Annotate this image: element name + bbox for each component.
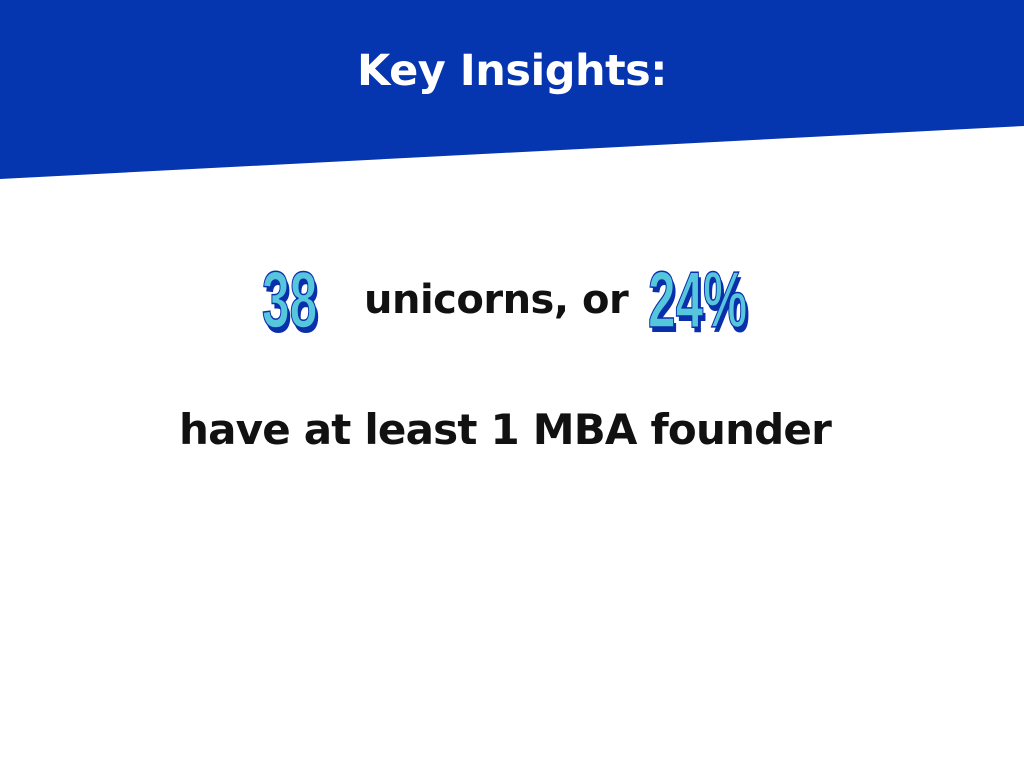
stat-connector-text: unicorns, or [364, 277, 629, 323]
stat-percent-wrapper: 24% 24% [648, 254, 798, 349]
stat-percent-shadow: 24% [650, 260, 750, 349]
stat-count-wrapper: 38 38 [262, 254, 350, 349]
header-band-shape [0, 0, 1024, 179]
header-band [0, 0, 1024, 180]
stat-percent-value: 24% [648, 254, 748, 345]
stat-count-value: 38 [262, 254, 318, 345]
slide-title: Key Insights: [357, 46, 667, 96]
stat-percent: 24% 24% [648, 254, 750, 349]
stat-count-shadow: 38 [264, 260, 320, 349]
stat-count: 38 38 [262, 254, 320, 349]
statement-text: have at least 1 MBA founder [178, 405, 832, 454]
stat-line: 38 38 unicorns, or 24% 24% [262, 250, 798, 350]
